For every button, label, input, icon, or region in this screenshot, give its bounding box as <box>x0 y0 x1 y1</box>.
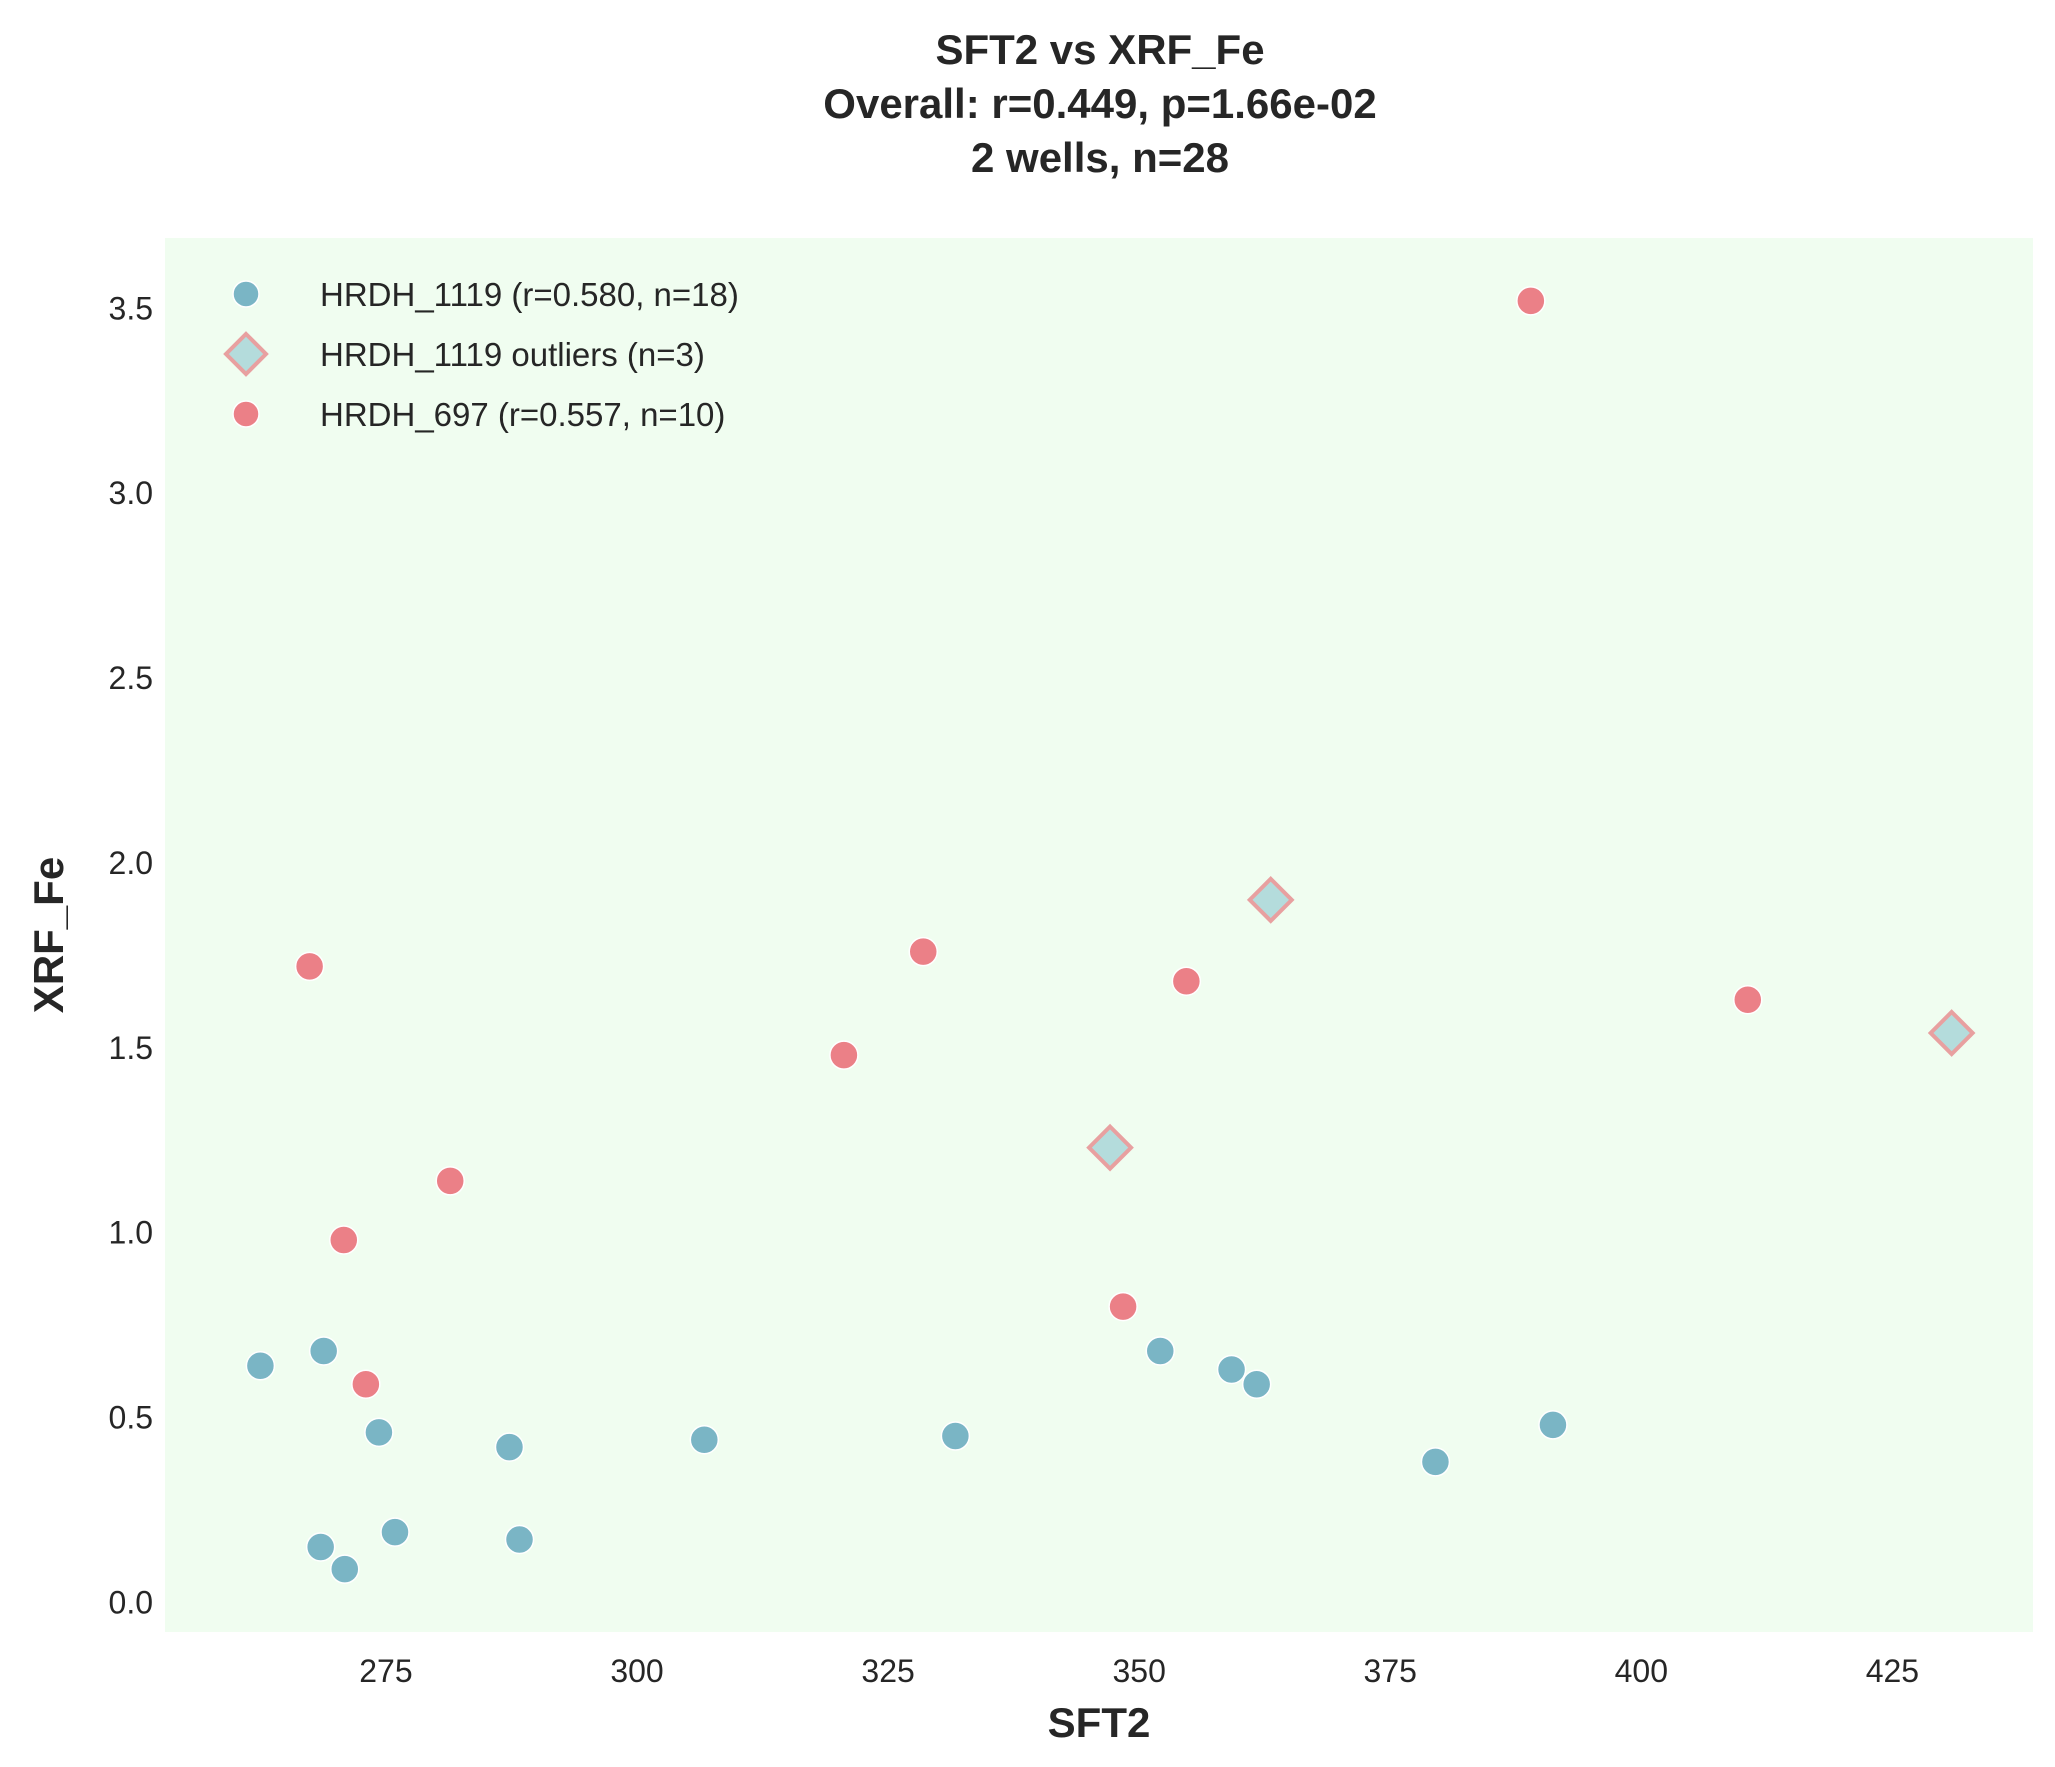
hrdh-1119-point <box>494 1432 525 1462</box>
hrdh-697-point <box>908 936 938 967</box>
hrdh-697-point <box>1733 984 1763 1015</box>
hrdh-1119-point <box>1145 1336 1176 1366</box>
hrdh-1119-point <box>364 1417 394 1448</box>
chart-title-line-3: 2 wells, n=28 <box>971 134 1229 181</box>
legend-marker-hrdh-1119-outliers <box>223 331 269 377</box>
x-tick-label: 300 <box>610 1653 663 1689</box>
hrdh-1119-point <box>1241 1369 1272 1400</box>
chart-title-line-1: SFT2 vs XRF_Fe <box>935 26 1264 73</box>
y-tick-label: 3.5 <box>109 290 153 326</box>
hrdh-1119-point <box>689 1424 720 1455</box>
hrdh-1119-point <box>1216 1354 1247 1385</box>
x-axis-label: SFT2 <box>1048 1699 1151 1746</box>
y-axis-ticks: 0.0 0.5 1.0 1.5 2.0 2.5 3.0 3.5 <box>109 290 153 1620</box>
hrdh-697-point <box>294 951 325 982</box>
y-tick-label: 3.0 <box>109 475 153 511</box>
hrdh-1119-point <box>1538 1410 1568 1440</box>
hrdh-1119-point <box>308 1336 339 1366</box>
x-tick-label: 375 <box>1364 1653 1417 1689</box>
hrdh-1119-point <box>504 1524 535 1555</box>
hrdh-697-point <box>351 1369 381 1400</box>
legend-marker-hrdh-1119 <box>232 280 260 308</box>
legend-entry-hrdh-1119: HRDH_1119 (r=0.580, n=18) <box>232 276 739 313</box>
y-tick-label: 2.5 <box>109 660 153 696</box>
outlier-point <box>1086 1123 1134 1172</box>
hrdh-697-point <box>1171 966 1202 996</box>
legend-label-hrdh-1119: HRDH_1119 (r=0.580, n=18) <box>320 276 739 313</box>
y-tick-label: 1.5 <box>109 1030 153 1066</box>
x-tick-label: 400 <box>1615 1653 1668 1689</box>
chart-title-line-2: Overall: r=0.449, p=1.66e-02 <box>823 80 1376 127</box>
legend-marker-hrdh-697 <box>232 400 260 428</box>
legend-label-hrdh-1119-outliers: HRDH_1119 outliers (n=3) <box>320 336 705 373</box>
hrdh-1119-point <box>245 1351 276 1381</box>
hrdh-1119-point <box>940 1421 971 1451</box>
hrdh-1119-point <box>380 1517 410 1547</box>
hrdh-697-point <box>829 1040 859 1070</box>
outlier-point <box>1246 876 1295 924</box>
outlier-point <box>1927 1009 1976 1057</box>
x-axis-ticks: 275 300 325 350 375 400 425 <box>359 1653 1919 1689</box>
hrdh-697-point <box>435 1166 465 1196</box>
y-tick-label: 2.0 <box>109 845 153 881</box>
plot-area <box>165 238 2033 1632</box>
y-tick-label: 1.0 <box>109 1215 153 1251</box>
x-tick-label: 350 <box>1112 1653 1165 1689</box>
hrdh-697-point <box>329 1225 359 1255</box>
legend: HRDH_1119 (r=0.580, n=18) HRDH_1119 outl… <box>223 276 739 433</box>
y-tick-label: 0.0 <box>109 1584 153 1620</box>
data-points <box>245 286 1976 1584</box>
x-tick-label: 325 <box>861 1653 914 1689</box>
hrdh-1119-point <box>305 1532 336 1562</box>
x-tick-label: 275 <box>359 1653 412 1689</box>
legend-entry-hrdh-1119-outliers: HRDH_1119 outliers (n=3) <box>223 331 705 377</box>
x-tick-label: 425 <box>1866 1653 1919 1689</box>
hrdh-1119-point <box>1420 1447 1451 1477</box>
hrdh-697-point <box>1108 1291 1138 1322</box>
legend-entry-hrdh-697: HRDH_697 (r=0.557, n=10) <box>232 396 725 433</box>
y-axis-label: XRF_Fe <box>25 857 72 1013</box>
hrdh-1119-point <box>330 1554 360 1584</box>
legend-label-hrdh-697: HRDH_697 (r=0.557, n=10) <box>320 396 725 433</box>
hrdh-697-point <box>1516 286 1546 316</box>
y-tick-label: 0.5 <box>109 1400 153 1436</box>
